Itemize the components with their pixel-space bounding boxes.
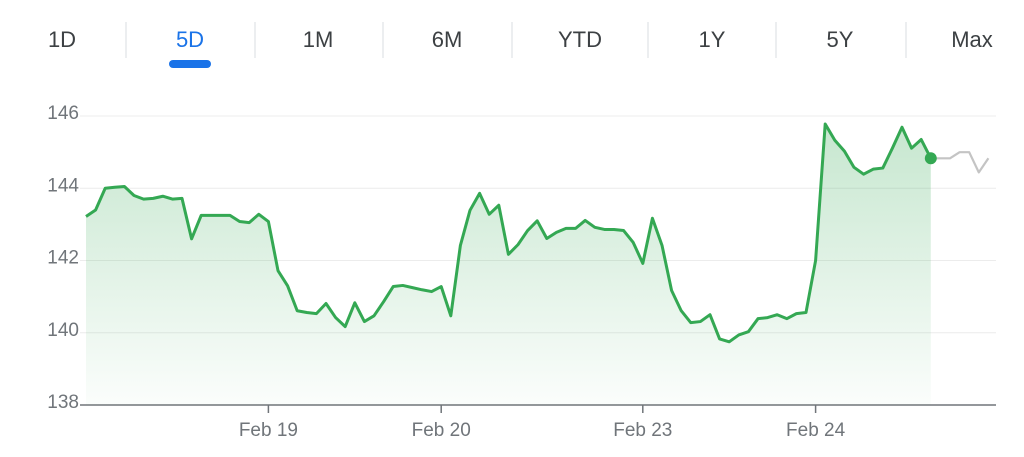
range-tab[interactable]: 1Y [699, 27, 726, 52]
range-tab[interactable]: 6M [432, 27, 463, 52]
range-tab[interactable]: 5Y [827, 27, 854, 52]
range-tab[interactable]: Max [951, 27, 993, 52]
x-tick-label: Feb 20 [412, 420, 471, 441]
y-tick-label: 146 [47, 103, 79, 124]
last-price-dot [924, 152, 937, 165]
y-tick-label: 142 [47, 248, 79, 269]
range-tab[interactable]: 5D [176, 27, 204, 52]
tab-indicator [169, 60, 211, 68]
area-fill [86, 123, 931, 406]
x-tick-label: Feb 23 [613, 420, 672, 441]
y-tick-label: 140 [47, 320, 79, 341]
price-line [85, 122, 933, 344]
price-line [930, 151, 990, 174]
tab-separators [125, 22, 907, 58]
x-tick-label: Feb 24 [786, 420, 846, 441]
x-tick-label: Feb 19 [239, 420, 298, 441]
range-tab[interactable]: YTD [558, 27, 602, 52]
y-tick-label: 138 [47, 392, 79, 413]
range-tab[interactable]: 1D [48, 27, 76, 52]
range-tab[interactable]: 1M [303, 27, 334, 52]
y-tick-label: 144 [47, 175, 79, 196]
